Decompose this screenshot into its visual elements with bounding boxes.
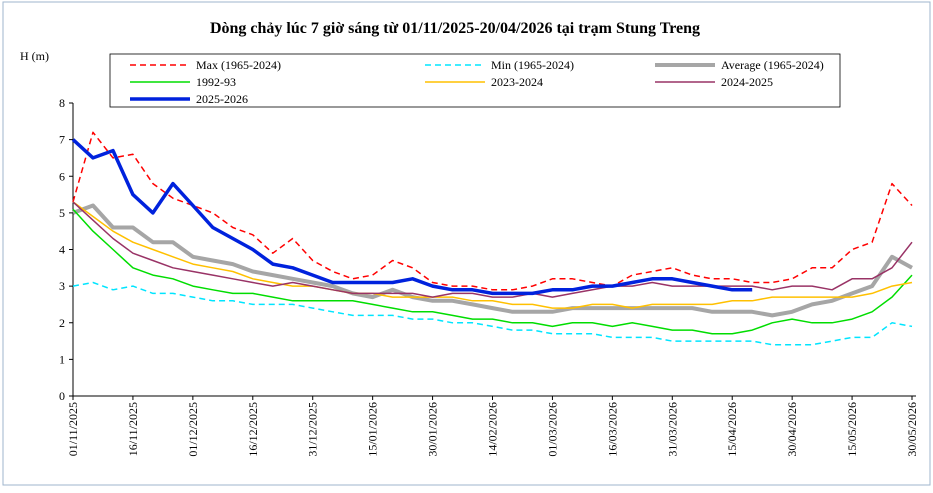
x-tick-label: 15/04/2026 <box>725 402 739 457</box>
x-tick-label: 15/01/2026 <box>366 402 380 457</box>
legend-label: Min (1965-2024) <box>491 58 574 72</box>
x-tick-label: 31/12/2025 <box>306 402 320 457</box>
legend <box>109 53 841 108</box>
legend-label: 2023-2024 <box>491 75 543 89</box>
series-line <box>71 138 753 296</box>
y-tick-label: 3 <box>59 279 65 293</box>
y-tick-label: 1 <box>59 352 65 366</box>
series-line <box>72 201 913 298</box>
y-tick-label: 5 <box>59 206 65 220</box>
y-tick-label: 0 <box>59 389 65 403</box>
y-tick-label: 8 <box>59 96 65 110</box>
x-tick-label: 01/11/2025 <box>66 402 80 456</box>
y-tick-label: 7 <box>59 133 65 147</box>
y-tick-label: 4 <box>59 243 65 257</box>
legend-label: Max (1965-2024) <box>196 58 281 72</box>
series-line <box>72 131 913 291</box>
y-tick-label: 2 <box>59 316 65 330</box>
series-line <box>72 203 913 318</box>
y-axis-label: H (m) <box>20 49 49 63</box>
series-line <box>72 208 913 335</box>
x-tick-label: 30/05/2026 <box>905 402 919 457</box>
x-tick-label: 30/04/2026 <box>785 402 799 457</box>
x-tick-label: 01/03/2026 <box>545 402 559 457</box>
series-line <box>72 281 913 346</box>
x-tick-label: 30/01/2026 <box>426 402 440 457</box>
x-tick-label: 16/03/2026 <box>605 402 619 457</box>
chart-frame <box>2 1 931 486</box>
x-tick-label: 31/03/2026 <box>665 402 679 457</box>
legend-label: Average (1965-2024) <box>721 58 824 72</box>
x-tick-label: 15/05/2026 <box>845 402 859 457</box>
legend-label: 2025-2026 <box>196 92 248 106</box>
chart-title: Dòng chảy lúc 7 giờ sáng từ 01/11/2025-2… <box>210 20 700 37</box>
legend-label: 1992-93 <box>196 75 236 89</box>
legend-label: 2024-2025 <box>721 75 773 89</box>
series-line <box>72 201 913 309</box>
y-tick-label: 6 <box>59 169 65 183</box>
x-tick-label: 16/11/2025 <box>126 402 140 456</box>
x-tick-label: 16/12/2025 <box>246 402 260 457</box>
x-tick-label: 14/02/2026 <box>486 402 500 457</box>
x-tick-label: 01/12/2025 <box>186 402 200 457</box>
